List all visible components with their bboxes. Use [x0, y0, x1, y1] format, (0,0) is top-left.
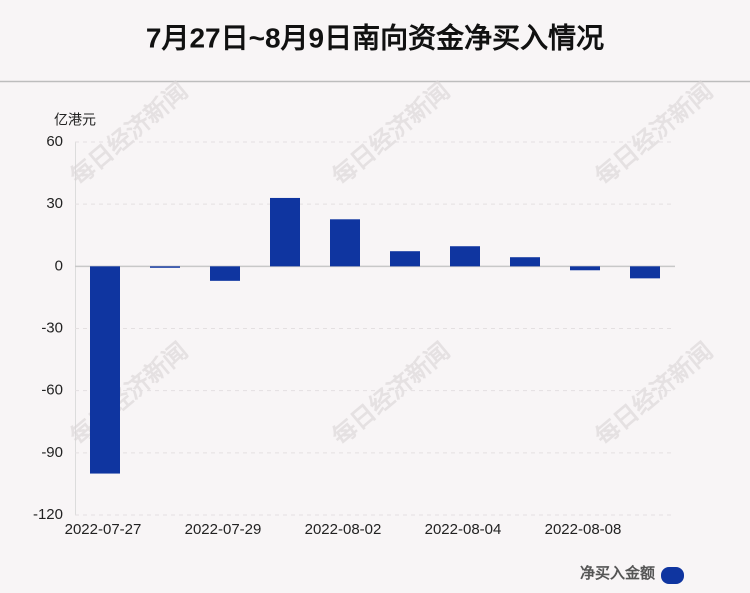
bar — [150, 266, 180, 268]
bar — [330, 219, 360, 267]
bar — [570, 266, 600, 271]
x-tick-label: 2022-08-04 — [425, 521, 502, 538]
x-tick-label: 2022-07-27 — [65, 521, 142, 538]
bar — [630, 266, 660, 279]
y-tick-label: -60 — [41, 382, 63, 399]
x-tick-label: 2022-07-29 — [185, 521, 262, 538]
y-tick-label: 0 — [55, 257, 63, 274]
bar — [210, 266, 240, 281]
bar — [450, 246, 480, 267]
x-tick-label: 2022-08-08 — [545, 521, 622, 538]
bar — [390, 251, 420, 267]
chart-title: 7月27日~8月9日南向资金净买入情况 — [146, 21, 604, 53]
y-tick-label: -30 — [41, 319, 63, 336]
x-tick-label: 2022-08-02 — [305, 521, 382, 538]
y-tick-label: -120 — [33, 506, 63, 523]
y-tick-label: 60 — [46, 133, 63, 150]
bar — [270, 197, 300, 267]
y-tick-label: 30 — [46, 195, 63, 212]
y-axis-label: 亿港元 — [54, 112, 96, 128]
legend-label: 净买入金额 — [580, 564, 655, 582]
legend-swatch — [661, 567, 684, 584]
bar — [90, 266, 120, 474]
y-tick-label: -90 — [41, 444, 63, 461]
bar — [510, 257, 540, 267]
